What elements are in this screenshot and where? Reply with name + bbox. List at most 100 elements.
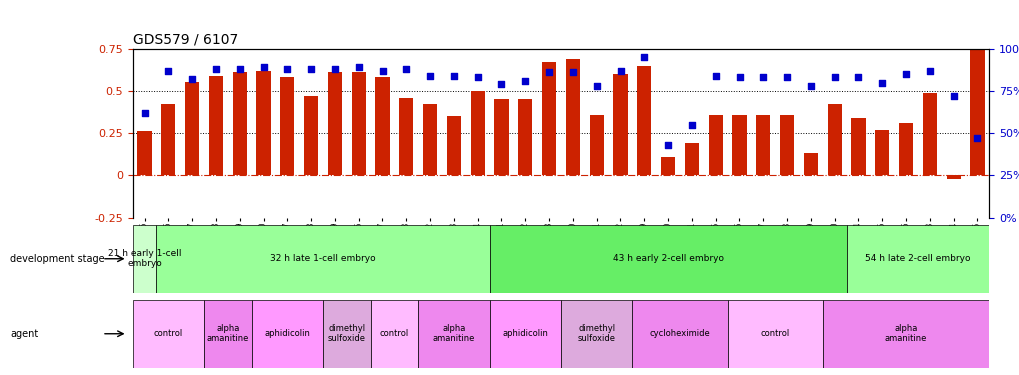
Bar [470, 91, 484, 176]
Point [137, 110, 153, 116]
Point [303, 66, 319, 72]
Point [707, 73, 723, 79]
FancyBboxPatch shape [204, 300, 252, 368]
Point [255, 64, 271, 70]
Bar [518, 99, 532, 176]
Bar [732, 115, 746, 176]
Bar [375, 78, 389, 176]
Point [374, 68, 390, 74]
Bar [684, 143, 698, 176]
Text: alpha
amanitine: alpha amanitine [884, 324, 926, 344]
Bar [898, 123, 912, 176]
Text: 21 h early 1-cell
embryо: 21 h early 1-cell embryо [108, 249, 181, 268]
FancyBboxPatch shape [370, 300, 418, 368]
Text: alpha
amanitine: alpha amanitine [432, 324, 475, 344]
Bar [780, 115, 794, 176]
Point [445, 73, 462, 79]
Bar [494, 99, 508, 176]
Bar [138, 132, 152, 176]
Point [897, 71, 913, 77]
Bar [161, 104, 175, 176]
Bar [209, 76, 223, 176]
Bar [541, 62, 555, 176]
Point [540, 69, 556, 75]
Point [754, 74, 770, 81]
Point [825, 74, 842, 81]
Point [517, 78, 533, 84]
Text: 54 h late 2-cell embryo: 54 h late 2-cell embryo [864, 254, 970, 263]
Point [659, 142, 676, 148]
Bar [826, 104, 841, 176]
Point [873, 80, 890, 86]
FancyBboxPatch shape [418, 300, 489, 368]
Bar [660, 157, 675, 176]
Bar [637, 66, 651, 176]
FancyBboxPatch shape [727, 300, 822, 368]
FancyBboxPatch shape [632, 300, 727, 368]
Point [351, 64, 367, 70]
Point [731, 74, 747, 81]
Point [160, 68, 176, 74]
Point [565, 69, 581, 75]
Point [683, 122, 699, 128]
Text: agent: agent [10, 329, 39, 339]
Point [802, 83, 818, 89]
Bar [352, 72, 366, 176]
FancyBboxPatch shape [489, 225, 846, 292]
Bar [446, 116, 461, 176]
Point [397, 66, 414, 72]
Bar [755, 115, 769, 176]
FancyBboxPatch shape [132, 300, 204, 368]
Bar [708, 115, 722, 176]
FancyBboxPatch shape [132, 225, 156, 292]
FancyBboxPatch shape [489, 300, 560, 368]
Text: development stage: development stage [10, 254, 105, 264]
Point [208, 66, 224, 72]
Text: aphidicolin: aphidicolin [502, 329, 547, 338]
Point [779, 74, 795, 81]
Bar [566, 59, 580, 176]
Text: control: control [760, 329, 789, 338]
Point [588, 83, 604, 89]
Point [968, 135, 984, 141]
FancyBboxPatch shape [156, 225, 489, 292]
FancyBboxPatch shape [846, 225, 988, 292]
Point [231, 66, 248, 72]
Point [945, 93, 961, 99]
Bar [327, 72, 341, 176]
Bar [612, 74, 627, 176]
Bar [184, 82, 199, 176]
Text: control: control [379, 329, 409, 338]
FancyBboxPatch shape [822, 300, 988, 368]
Point [469, 74, 485, 81]
Point [326, 66, 342, 72]
Bar [803, 153, 817, 176]
Bar [398, 98, 413, 176]
Bar [946, 176, 960, 179]
Text: control: control [154, 329, 182, 338]
Point [183, 76, 200, 82]
FancyBboxPatch shape [560, 300, 632, 368]
Bar [423, 104, 437, 176]
Point [279, 66, 296, 72]
Point [850, 74, 866, 81]
Text: cycloheximide: cycloheximide [649, 329, 709, 338]
Text: dimethyl
sulfoxide: dimethyl sulfoxide [577, 324, 615, 344]
Bar [874, 130, 889, 176]
Text: GDS579 / 6107: GDS579 / 6107 [132, 32, 237, 46]
Point [921, 68, 937, 74]
FancyBboxPatch shape [323, 300, 370, 368]
Bar [232, 72, 247, 176]
Bar [969, 49, 983, 176]
Bar [922, 93, 936, 176]
Bar [304, 96, 318, 176]
Point [493, 81, 510, 87]
Bar [280, 78, 294, 176]
Text: 32 h late 1-cell embryo: 32 h late 1-cell embryo [270, 254, 375, 263]
Text: dimethyl
sulfoxide: dimethyl sulfoxide [327, 324, 366, 344]
Text: 43 h early 2-cell embryo: 43 h early 2-cell embryo [612, 254, 722, 263]
Point [422, 73, 438, 79]
Point [611, 68, 628, 74]
Point [636, 54, 652, 60]
Bar [589, 115, 603, 176]
